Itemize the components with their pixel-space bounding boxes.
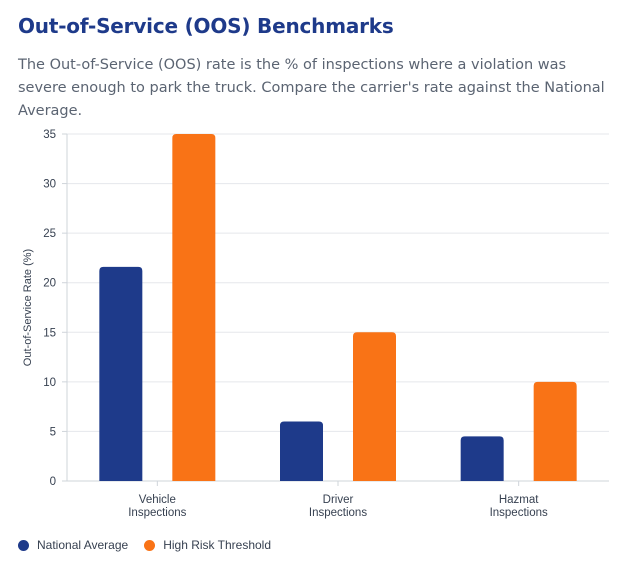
x-tick-label-line: Inspections <box>128 507 186 519</box>
legend-label-national-average: National Average <box>37 538 129 552</box>
x-tick-label-line: Inspections <box>309 507 367 519</box>
y-tick-label-25: 25 <box>43 228 56 240</box>
page-title: Out-of-Service (OOS) Benchmarks <box>18 14 394 38</box>
bar-hazmat-inspections-high-risk-threshold <box>533 381 577 481</box>
legend-swatch-national-average <box>18 539 29 551</box>
legend-swatch-high-risk-threshold <box>144 539 156 551</box>
legend-label-high-risk-threshold: High Risk Threshold <box>163 538 272 552</box>
x-tick-label-line: Inspections <box>490 507 548 519</box>
bar-driver-inspections-national-average <box>280 421 323 481</box>
y-tick-label-20: 20 <box>43 278 56 290</box>
bar-vehicle-inspections-high-risk-threshold <box>172 134 216 481</box>
y-axis-title: Out-of-Service Rate (%) <box>22 249 34 366</box>
chart-legend: National Average High Risk Threshold <box>18 538 287 552</box>
y-tick-label-5: 5 <box>50 426 56 438</box>
y-tick-label-0: 0 <box>50 476 56 488</box>
x-tick-label-vehicle-inspections: Vehicle Inspections <box>128 494 186 519</box>
page-description: The Out-of-Service (OOS) rate is the % o… <box>18 57 605 119</box>
y-tick-label-15: 15 <box>43 327 56 339</box>
x-tick-label-line: Driver <box>323 494 354 506</box>
y-tick-label-10: 10 <box>43 377 56 389</box>
legend-item-national-average[interactable]: National Average <box>18 538 128 552</box>
bar-vehicle-inspections-national-average <box>99 266 143 481</box>
x-tick-label-line: Hazmat <box>499 494 539 506</box>
legend-item-high-risk-threshold[interactable]: High Risk Threshold <box>144 538 271 552</box>
bar-driver-inspections-high-risk-threshold <box>353 332 396 481</box>
x-tick-label-line: Vehicle <box>139 494 176 506</box>
y-tick-label-35: 35 <box>43 129 56 141</box>
x-tick-label-hazmat-inspections: Hazmat Inspections <box>490 494 548 519</box>
y-tick-label-30: 30 <box>43 179 56 191</box>
x-tick-label-driver-inspections: Driver Inspections <box>309 494 367 519</box>
bar-hazmat-inspections-national-average <box>460 436 504 481</box>
